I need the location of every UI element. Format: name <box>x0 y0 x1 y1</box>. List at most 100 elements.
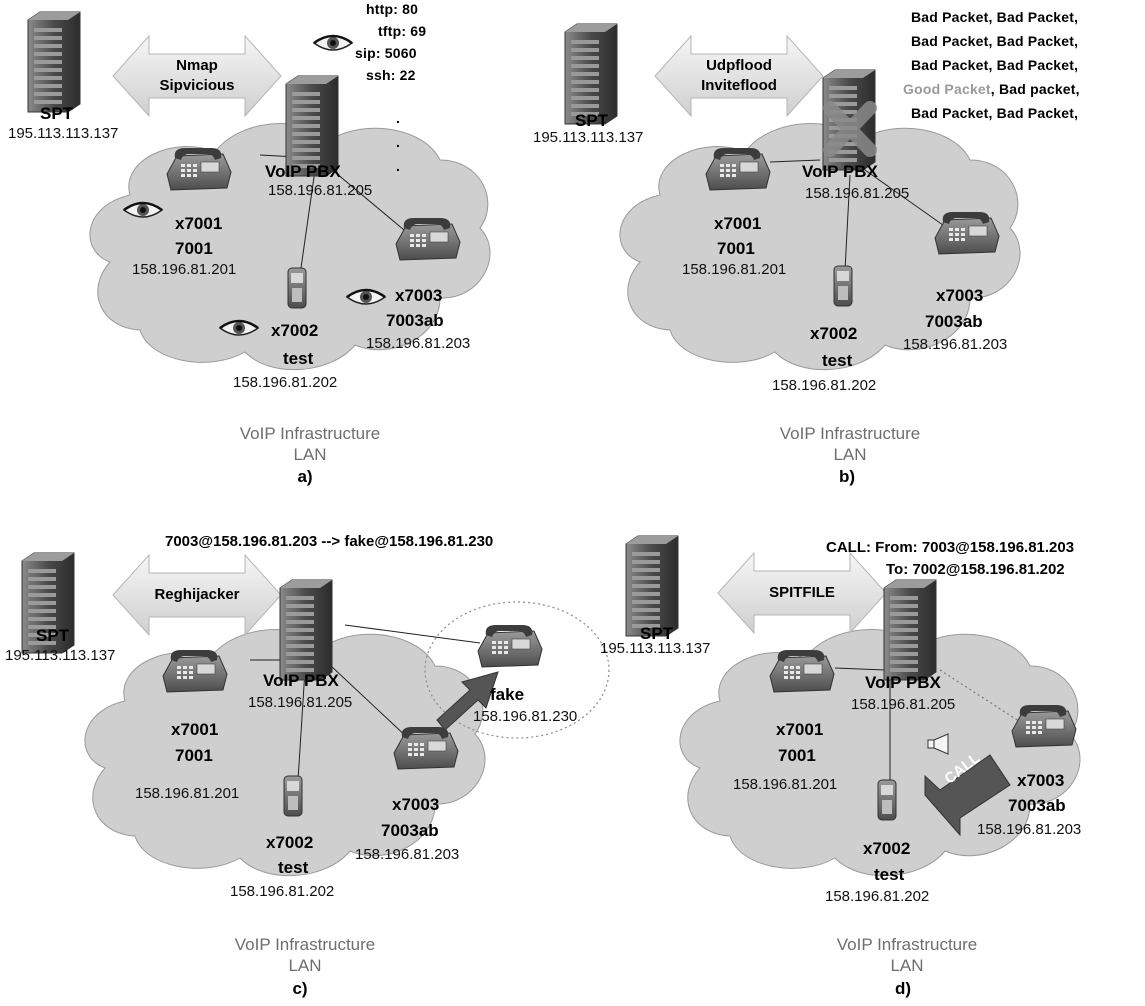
ellipsis: . . . <box>396 110 401 174</box>
spt-ip: 195.113.113.137 <box>5 647 116 664</box>
ext-label: x7002 <box>266 833 314 852</box>
pbx-label: VoIP PBX <box>865 673 941 692</box>
attack-tools-label: SPITFILE <box>769 584 835 601</box>
user-label: test <box>874 865 905 884</box>
fake-ip: 158.196.81.230 <box>473 708 578 725</box>
ext-ip: 158.196.81.201 <box>132 261 237 278</box>
ext-label: x7003 <box>936 286 984 305</box>
spt-server-icon <box>27 11 81 113</box>
ext-ip: 158.196.81.203 <box>903 336 1008 353</box>
panel-d <box>625 535 1081 877</box>
redirect-arrow-icon <box>436 671 499 731</box>
port-label: http: 80 <box>366 1 419 17</box>
broken-x-icon <box>823 101 877 157</box>
user-label: 7003ab <box>386 311 444 330</box>
ext-label: x7003 <box>392 795 440 814</box>
packet-line: Bad Packet, Bad Packet, <box>911 33 1079 49</box>
panel-c <box>21 552 610 877</box>
pbx-server-icon <box>279 579 333 681</box>
ext-ip: 158.196.81.203 <box>366 335 471 352</box>
ext-ip: 158.196.81.202 <box>825 888 930 905</box>
good-packet-label: Good Packet <box>903 81 991 97</box>
ext-ip: 158.196.81.202 <box>230 883 335 900</box>
fake-label: fake <box>490 685 525 704</box>
eye-icon <box>312 34 354 52</box>
user-label: 7001 <box>175 746 213 765</box>
user-label: 7001 <box>778 746 816 765</box>
ext-ip: 158.196.81.201 <box>682 261 787 278</box>
pbx-ip: 158.196.81.205 <box>248 694 353 711</box>
spt-ip: 195.113.113.137 <box>8 125 119 142</box>
user-label: 7003ab <box>381 821 439 840</box>
infrastructure-label: VoIP Infrastructure LAN <box>779 424 921 464</box>
mobile-phone-icon <box>283 775 303 817</box>
megaphone-icon <box>927 733 949 755</box>
spt-ip: 195.113.113.137 <box>533 129 644 146</box>
ext-label: x7002 <box>271 321 319 340</box>
panel-caption: a) <box>297 467 313 486</box>
infrastructure-label: VoIP Infrastructure LAN <box>836 935 978 975</box>
panel-b <box>564 23 1021 371</box>
mobile-phone-icon <box>833 265 853 307</box>
ext-label: x7003 <box>1017 771 1065 790</box>
port-label: sip: 5060 <box>355 45 417 61</box>
fake-phone-circle <box>424 601 610 739</box>
ext-label: x7003 <box>395 286 443 305</box>
pbx-label: VoIP PBX <box>265 162 341 181</box>
packet-line: Bad Packet, Bad Packet, <box>911 57 1079 73</box>
panel-caption: d) <box>894 979 912 998</box>
attack-tools-label: Reghijacker <box>154 586 240 603</box>
panel-caption: c) <box>292 979 308 998</box>
pbx-ip: 158.196.81.205 <box>851 696 956 713</box>
user-label: test <box>822 351 853 370</box>
port-label: tftp: 69 <box>378 23 427 39</box>
ext-ip: 158.196.81.201 <box>135 785 240 802</box>
call-header: CALL: From: 7003@158.196.81.203 <box>826 539 1075 556</box>
spt-label: SPT <box>640 624 674 643</box>
hijack-header: 7003@158.196.81.203 --> fake@158.196.81.… <box>165 533 494 550</box>
mobile-phone-icon <box>287 267 307 309</box>
spt-label: SPT <box>40 104 74 123</box>
ext-ip: 158.196.81.201 <box>733 776 838 793</box>
call-arrow-icon <box>924 754 1011 837</box>
packet-line: Bad Packet, Bad Packet, <box>911 9 1079 25</box>
packet-line-rest: , Bad packet, <box>990 81 1080 97</box>
pbx-ip: 158.196.81.205 <box>805 185 910 202</box>
ext-label: x7001 <box>714 214 762 233</box>
ext-label: x7002 <box>810 324 858 343</box>
user-label: 7001 <box>175 239 213 258</box>
packet-line: Bad Packet, Bad Packet, <box>911 105 1079 121</box>
panel-a <box>27 11 491 371</box>
attack-tools-label: Udpflood Inviteflood <box>701 57 777 94</box>
spt-ip: 195.113.113.137 <box>600 640 711 657</box>
ext-label: x7001 <box>175 214 223 233</box>
user-label: 7001 <box>717 239 755 258</box>
pbx-label: VoIP PBX <box>802 162 878 181</box>
attack-tools-label: Nmap Sipvicious <box>159 57 235 94</box>
pbx-server-icon <box>285 75 339 177</box>
pbx-server-icon <box>883 579 937 681</box>
ext-ip: 158.196.81.203 <box>977 821 1082 838</box>
ext-ip: 158.196.81.202 <box>233 374 338 391</box>
ext-label: x7001 <box>171 720 219 739</box>
spt-label: SPT <box>36 626 70 645</box>
ext-ip: 158.196.81.203 <box>355 846 460 863</box>
infrastructure-label: VoIP Infrastructure LAN <box>239 424 381 464</box>
spt-server-icon <box>564 23 618 125</box>
user-label: test <box>283 349 314 368</box>
spt-label: SPT <box>575 111 609 130</box>
call-header: To: 7002@158.196.81.202 <box>886 561 1065 578</box>
desk-phone-icon <box>477 624 543 668</box>
pbx-label: VoIP PBX <box>263 671 339 690</box>
ext-ip: 158.196.81.202 <box>772 377 877 394</box>
ext-label: x7002 <box>863 839 911 858</box>
user-label: 7003ab <box>925 312 983 331</box>
port-label: ssh: 22 <box>366 67 416 83</box>
packet-line: Good Packet, Bad packet, <box>903 82 1080 96</box>
infrastructure-label: VoIP Infrastructure LAN <box>234 935 376 975</box>
user-label: 7003ab <box>1008 796 1066 815</box>
ext-label: x7001 <box>776 720 824 739</box>
mobile-phone-icon <box>877 779 897 821</box>
user-label: test <box>278 858 309 877</box>
